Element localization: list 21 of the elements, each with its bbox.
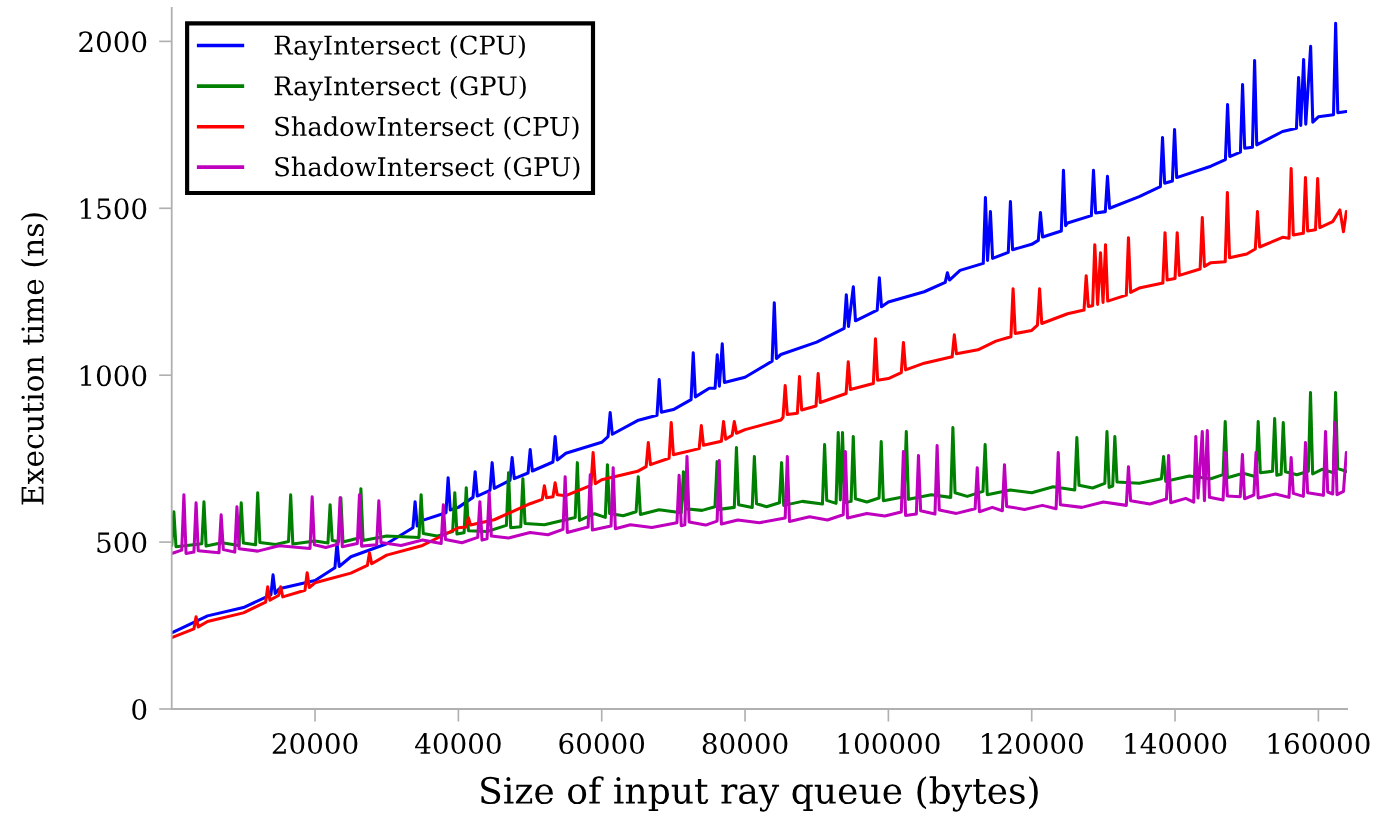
legend-label: ShadowIntersect (GPU) — [275, 156, 580, 181]
x-tick-label: 20000 — [272, 733, 358, 755]
x-tick-label: 120000 — [982, 733, 1083, 755]
x-tick-label: 80000 — [702, 733, 788, 755]
x-tick-label: 100000 — [838, 733, 940, 755]
y-tick-label: 2000 — [79, 31, 147, 53]
x-axis-title: Size of input ray queue (bytes) — [481, 776, 1038, 812]
y-tick-label: 500 — [97, 532, 147, 554]
legend-label: RayIntersect (CPU) — [274, 34, 525, 61]
y-tick-label: 0 — [132, 698, 147, 720]
y-axis-title: Execution time (ns) — [20, 213, 49, 505]
x-tick-label: 160000 — [1268, 733, 1370, 755]
line-series — [171, 421, 1348, 555]
y-tick-label: 1500 — [80, 198, 147, 220]
x-tick-label: 40000 — [415, 733, 501, 755]
legend-label: RayIntersect (GPU) — [274, 75, 526, 101]
y-tick-label: 1000 — [80, 365, 147, 387]
x-tick-label: 60000 — [559, 733, 645, 755]
line-series — [171, 21, 1348, 635]
legend-label: ShadowIntersect (CPU) — [275, 116, 579, 140]
x-tick-label: 140000 — [1125, 733, 1227, 755]
